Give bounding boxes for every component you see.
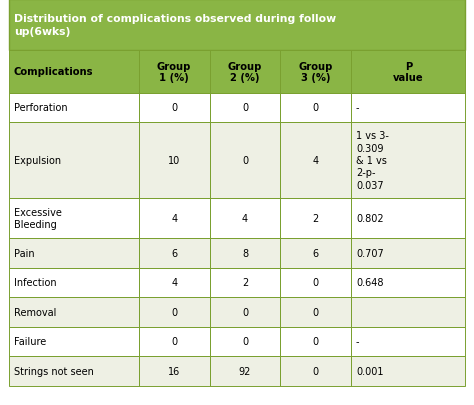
Bar: [281, 94, 351, 123]
Text: 0: 0: [313, 278, 319, 288]
Text: Infection: Infection: [14, 278, 57, 288]
Text: 4: 4: [242, 213, 248, 224]
Bar: [139, 268, 210, 297]
Text: Group
3 (%): Group 3 (%): [299, 62, 333, 83]
Text: Failure: Failure: [14, 337, 46, 346]
Bar: [351, 123, 465, 198]
Text: 16: 16: [168, 366, 180, 376]
Bar: [9, 0, 465, 51]
Bar: [139, 198, 210, 239]
Text: 4: 4: [171, 278, 177, 288]
Text: 0: 0: [313, 307, 319, 317]
Bar: [139, 297, 210, 327]
Text: 0: 0: [313, 366, 319, 376]
Text: Removal: Removal: [14, 307, 56, 317]
Text: 0.648: 0.648: [356, 278, 383, 288]
Text: 0.802: 0.802: [356, 213, 383, 224]
Bar: [351, 356, 465, 386]
Bar: [281, 327, 351, 356]
Bar: [210, 123, 281, 198]
Bar: [139, 123, 210, 198]
Bar: [9, 297, 465, 327]
Bar: [9, 51, 139, 94]
Bar: [281, 356, 351, 386]
Bar: [210, 356, 281, 386]
Bar: [351, 239, 465, 268]
Text: 4: 4: [313, 156, 319, 166]
Text: 4: 4: [171, 213, 177, 224]
Text: 2: 2: [242, 278, 248, 288]
Bar: [351, 94, 465, 123]
Text: 8: 8: [242, 248, 248, 258]
Bar: [210, 51, 281, 94]
Bar: [210, 268, 281, 297]
Bar: [351, 327, 465, 356]
Text: Excessive
Bleeding: Excessive Bleeding: [14, 207, 62, 230]
Text: 10: 10: [168, 156, 180, 166]
Text: Group
1 (%): Group 1 (%): [157, 62, 191, 83]
Text: -: -: [356, 103, 359, 113]
Text: 6: 6: [171, 248, 177, 258]
Bar: [9, 94, 139, 123]
Bar: [139, 327, 210, 356]
Text: 0: 0: [313, 337, 319, 346]
Text: 0: 0: [171, 307, 177, 317]
Bar: [9, 297, 139, 327]
Bar: [281, 297, 351, 327]
Text: P
value: P value: [393, 62, 424, 83]
Bar: [281, 123, 351, 198]
Text: Expulsion: Expulsion: [14, 156, 61, 166]
Bar: [351, 51, 465, 94]
Bar: [281, 51, 351, 94]
Bar: [351, 297, 465, 327]
Bar: [9, 123, 139, 198]
Text: 6: 6: [313, 248, 319, 258]
Text: 92: 92: [239, 366, 251, 376]
Bar: [9, 268, 465, 297]
Text: 0: 0: [242, 103, 248, 113]
Bar: [351, 268, 465, 297]
Bar: [9, 327, 465, 356]
Text: 0.001: 0.001: [356, 366, 383, 376]
Bar: [139, 239, 210, 268]
Text: Strings not seen: Strings not seen: [14, 366, 94, 376]
Bar: [139, 94, 210, 123]
Bar: [281, 268, 351, 297]
Bar: [281, 198, 351, 239]
Text: 0: 0: [313, 103, 319, 113]
Bar: [281, 239, 351, 268]
Bar: [210, 327, 281, 356]
Bar: [9, 327, 139, 356]
Bar: [9, 123, 465, 198]
Text: -: -: [356, 337, 359, 346]
Text: 0: 0: [242, 307, 248, 317]
Bar: [9, 198, 139, 239]
Bar: [9, 198, 465, 239]
Bar: [139, 51, 210, 94]
Bar: [139, 356, 210, 386]
Text: Pain: Pain: [14, 248, 35, 258]
Bar: [9, 356, 465, 386]
Bar: [9, 268, 139, 297]
Bar: [210, 198, 281, 239]
Text: Perforation: Perforation: [14, 103, 68, 113]
Text: Group
2 (%): Group 2 (%): [228, 62, 262, 83]
Text: 0: 0: [171, 103, 177, 113]
Bar: [9, 94, 465, 123]
Text: 0.707: 0.707: [356, 248, 384, 258]
Text: 0: 0: [242, 337, 248, 346]
Text: Distribution of complications observed during follow
up(6wks): Distribution of complications observed d…: [14, 14, 337, 37]
Bar: [9, 239, 139, 268]
Text: 2: 2: [313, 213, 319, 224]
Bar: [9, 356, 139, 386]
Text: 0: 0: [242, 156, 248, 166]
Bar: [351, 198, 465, 239]
Bar: [210, 94, 281, 123]
Text: 1 vs 3-
0.309
& 1 vs
2-p-
0.037: 1 vs 3- 0.309 & 1 vs 2-p- 0.037: [356, 131, 389, 190]
Bar: [210, 297, 281, 327]
Bar: [210, 239, 281, 268]
Text: Complications: Complications: [13, 67, 93, 77]
Text: 0: 0: [171, 337, 177, 346]
Bar: [9, 239, 465, 268]
